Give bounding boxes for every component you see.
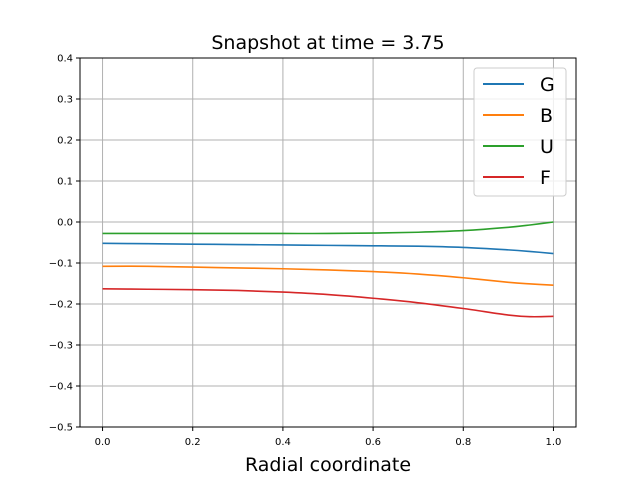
- legend-label-f: F: [540, 167, 551, 189]
- y-tick-label: 0.1: [57, 177, 73, 188]
- x-tick-label: 0.2: [185, 437, 201, 448]
- series-line-b: [102, 265, 554, 286]
- y-tick-label: 0.0: [57, 218, 73, 229]
- x-tick-label: 0.8: [455, 437, 471, 448]
- chart-title: Snapshot at time = 3.75: [211, 32, 444, 54]
- y-tick-label: −0.1: [49, 259, 73, 270]
- y-tick-label: −0.2: [49, 300, 73, 311]
- x-tick-label: 1.0: [546, 437, 562, 448]
- x-tick-label: 0.6: [365, 437, 381, 448]
- x-axis-label: Radial coordinate: [245, 454, 411, 476]
- y-tick-label: 0.2: [57, 136, 73, 147]
- x-tick-label: 0.4: [275, 437, 291, 448]
- series-line-u: [102, 221, 554, 235]
- axis-ticks: 0.0 0.2 0.4 0.6 0.8 1.0 0.4 0.3 0.2 0.1 0.0 −0.1 −0.…: [49, 54, 562, 449]
- series-line-g: [102, 242, 554, 255]
- legend-label-u: U: [540, 136, 554, 158]
- series-lines: [102, 221, 554, 318]
- y-tick-label: −0.4: [49, 382, 73, 393]
- series-line-f: [102, 288, 554, 318]
- legend-label-g: G: [540, 74, 555, 96]
- y-tick-label: −0.3: [49, 341, 73, 352]
- y-tick-label: −0.5: [49, 423, 73, 434]
- legend-label-b: B: [540, 105, 553, 127]
- x-tick-label: 0.0: [95, 437, 111, 448]
- plot-area-frame: [79, 57, 577, 428]
- legend-box: [473, 67, 567, 197]
- y-tick-label: 0.3: [57, 95, 73, 106]
- y-tick-label: 0.4: [57, 54, 73, 65]
